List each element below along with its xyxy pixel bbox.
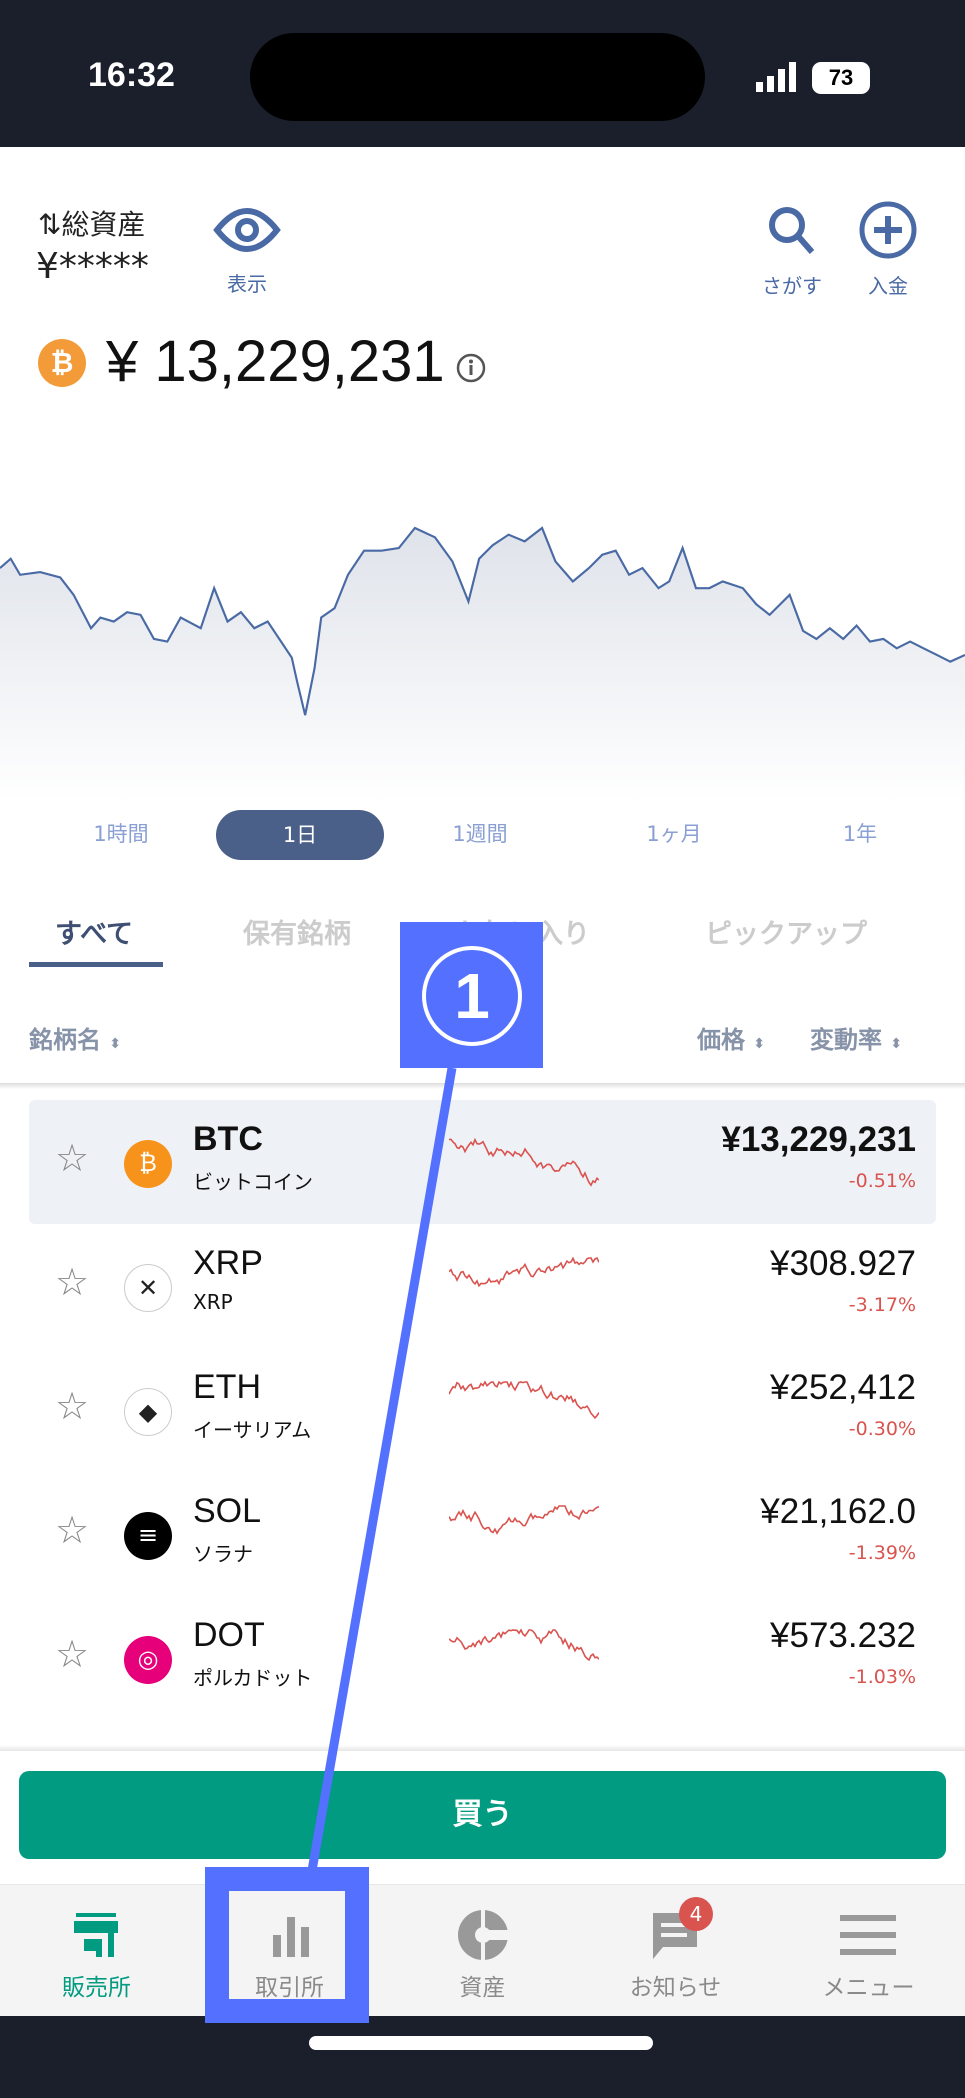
- coin-sparkline: [449, 1137, 599, 1187]
- coin-icon-eth: ◆: [124, 1388, 172, 1436]
- list-tab-3[interactable]: ピックアップ: [705, 919, 867, 950]
- sort-icon: ⬍: [753, 1036, 766, 1052]
- time-range-1[interactable]: 1日: [216, 810, 384, 860]
- time-range-2[interactable]: 1週間: [452, 822, 508, 846]
- menu-icon: [840, 1915, 896, 1955]
- coin-price: ¥308.927: [770, 1244, 916, 1283]
- bottom-nav: 販売所 取引所 資産 4 お知らせ メニュー: [0, 1884, 965, 2016]
- sort-icon: ⬍: [109, 1036, 122, 1052]
- time-range-3[interactable]: 1ヶ月: [646, 822, 702, 846]
- nav-notices[interactable]: 4 お知らせ: [579, 1885, 772, 2017]
- coin-sparkline: [449, 1380, 599, 1420]
- price-chart-area: [0, 527, 965, 802]
- swap-icon: ⇅: [38, 208, 62, 241]
- coin-symbol: BTC: [193, 1120, 263, 1158]
- eye-icon: [213, 208, 281, 252]
- coin-icon-xrp: ✕: [124, 1264, 172, 1312]
- sparkline-path: [449, 1256, 599, 1288]
- coin-symbol: XRP: [193, 1244, 263, 1282]
- home-indicator-area: [0, 2016, 965, 2098]
- coin-sparkline: [449, 1628, 599, 1662]
- pie-icon: [458, 1909, 509, 1961]
- list-tab-0[interactable]: すべて: [55, 919, 134, 950]
- coin-name: XRP: [193, 1290, 233, 1314]
- notification-badge: 4: [679, 1897, 713, 1931]
- nav-menu[interactable]: メニュー: [772, 1885, 965, 2017]
- coin-name: ソラナ: [193, 1542, 253, 1566]
- star-icon[interactable]: ☆: [55, 1260, 90, 1304]
- dynamic-island: [250, 33, 705, 121]
- search-icon: [769, 207, 815, 254]
- divider: [0, 1745, 965, 1751]
- nav-store[interactable]: 販売所: [0, 1885, 193, 2017]
- store-icon: [74, 1913, 118, 1957]
- price-chart-line: [0, 526, 965, 716]
- coin-price: ¥13,229,231: [721, 1120, 916, 1159]
- coin-price: ¥573.232: [770, 1616, 916, 1655]
- coin-icon-sol: ≡: [124, 1512, 172, 1560]
- coin-name: イーサリアム: [193, 1418, 312, 1442]
- coin-change: -3.17%: [848, 1294, 916, 1316]
- sort-change[interactable]: 変動率 ⬍: [810, 1026, 903, 1054]
- status-bar: 16:32 73: [0, 0, 965, 147]
- coin-row[interactable]: ☆ ◎ DOT ポルカドット ¥573.232 -1.03%: [29, 1596, 936, 1720]
- coin-symbol: ETH: [193, 1368, 261, 1406]
- annotation-number: 1: [422, 946, 522, 1046]
- star-icon[interactable]: ☆: [55, 1136, 90, 1180]
- sort-price[interactable]: 価格 ⬍: [697, 1026, 766, 1054]
- signal-icon: [756, 62, 796, 92]
- coin-change: -1.39%: [848, 1542, 916, 1564]
- coin-change: -0.51%: [848, 1170, 916, 1192]
- time-range-4[interactable]: 1年: [842, 822, 878, 846]
- sparkline-path: [449, 1505, 599, 1535]
- bar-chart-icon: [273, 1917, 309, 1957]
- coin-name: ビットコイン: [193, 1170, 313, 1194]
- coin-name: ポルカドット: [193, 1666, 313, 1690]
- coin-sparkline: [449, 1505, 599, 1535]
- total-assets-value: ¥*****: [36, 246, 149, 287]
- sparkline-path: [449, 1628, 599, 1662]
- clock: 16:32: [88, 56, 175, 94]
- info-icon[interactable]: [455, 352, 487, 384]
- divider: [0, 1083, 965, 1089]
- time-range-0[interactable]: 1時間: [93, 822, 149, 846]
- star-icon[interactable]: ☆: [55, 1508, 90, 1552]
- coin-row[interactable]: ☆ ₿ BTC ビットコイン ¥13,229,231 -0.51%: [29, 1100, 936, 1224]
- sparkline-path: [449, 1137, 599, 1187]
- star-icon[interactable]: ☆: [55, 1632, 90, 1676]
- search-button[interactable]: さがす: [752, 200, 832, 299]
- list-tab-1[interactable]: 保有銘柄: [243, 919, 351, 950]
- coin-symbol: SOL: [193, 1492, 262, 1530]
- sort-icon: ⬍: [890, 1036, 903, 1052]
- btc-icon: ₿: [38, 339, 86, 387]
- coin-symbol: DOT: [193, 1616, 265, 1654]
- show-button[interactable]: 表示: [207, 200, 287, 297]
- active-tab-underline: [29, 962, 163, 967]
- nav-assets[interactable]: 資産: [386, 1885, 579, 2017]
- sort-name[interactable]: 銘柄名 ⬍: [29, 1026, 122, 1054]
- nav-exchange[interactable]: 取引所: [193, 1885, 386, 2017]
- coin-icon-btc: ₿: [124, 1140, 172, 1188]
- deposit-button[interactable]: 入金: [848, 200, 928, 299]
- coin-icon-dot: ◎: [124, 1636, 172, 1684]
- total-assets-label[interactable]: ⇅総資産: [38, 208, 146, 241]
- coin-change: -1.03%: [848, 1666, 916, 1688]
- annotation-label: 1: [400, 922, 543, 1068]
- plus-circle-icon: [859, 201, 917, 259]
- coin-sparkline: [449, 1256, 599, 1288]
- buy-button[interactable]: 買う: [19, 1771, 946, 1859]
- price-chart[interactable]: [0, 401, 965, 802]
- coin-row[interactable]: ☆ ✕ XRP XRP ¥308.927 -3.17%: [29, 1224, 936, 1348]
- coin-price: ¥21,162.0: [760, 1492, 916, 1531]
- sparkline-path: [449, 1380, 599, 1420]
- coin-price: ¥252,412: [770, 1368, 916, 1407]
- battery-indicator: 73: [812, 62, 870, 94]
- featured-price: ¥ 13,229,231: [106, 329, 445, 394]
- star-icon[interactable]: ☆: [55, 1384, 90, 1428]
- coin-row[interactable]: ☆ ◆ ETH イーサリアム ¥252,412 -0.30%: [29, 1348, 936, 1472]
- coin-change: -0.30%: [848, 1418, 916, 1440]
- home-indicator[interactable]: [309, 2036, 653, 2050]
- coin-row[interactable]: ☆ ≡ SOL ソラナ ¥21,162.0 -1.39%: [29, 1472, 936, 1596]
